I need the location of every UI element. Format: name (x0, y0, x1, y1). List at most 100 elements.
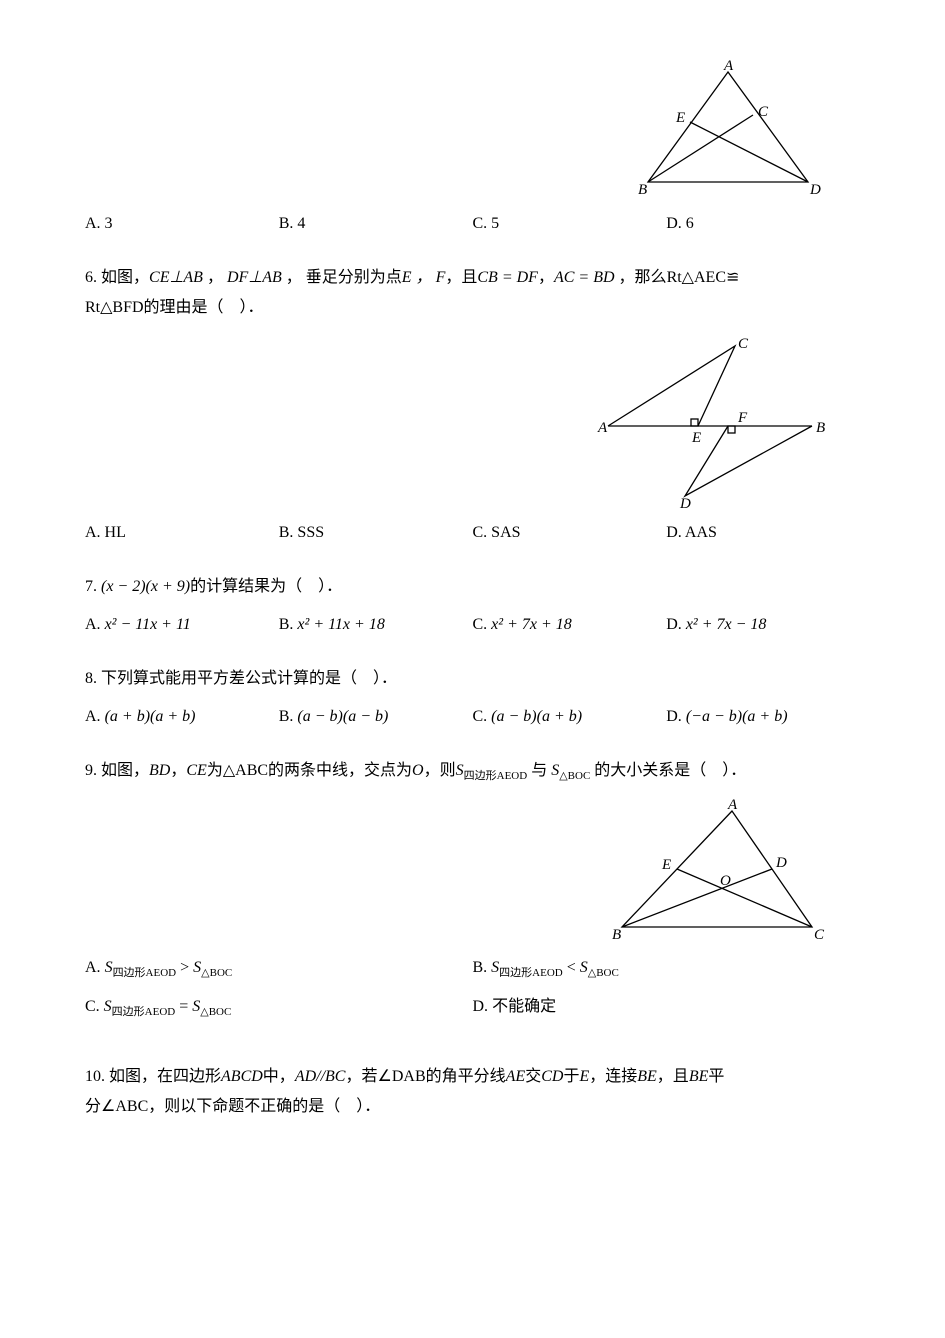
q8-D-pre: D. (666, 708, 686, 725)
q9-tri: △ABC (223, 762, 268, 779)
q10-t7: ，且 (657, 1068, 689, 1085)
q9-label-B: B (612, 927, 621, 943)
q9-B-s1sub: 四边形AEOD (499, 967, 563, 979)
q9-s1s: 四边形AEOD (464, 770, 528, 782)
q9-figure-row: A E D O B C (85, 799, 860, 944)
q5-label-D: D (809, 182, 821, 198)
q8-option-A: A. (a + b)(a + b) (85, 705, 279, 729)
q8: 8. 下列算式能用平方差公式计算的是（ ）． (85, 667, 860, 691)
q10-t8: 平 (708, 1068, 724, 1085)
q10: 10. 如图，在四边形ABCD中，AD//BC，若∠DAB的角平分线AE交CD于… (85, 1065, 860, 1119)
q10-num: 10. 如图，在四边形 (85, 1068, 221, 1085)
q9-options: A. S四边形AEOD > S△BOC B. S四边形AEOD < S△BOC … (85, 956, 860, 1035)
q9-A-s1sub: 四边形AEOD (113, 967, 177, 979)
q6-s2: ， (538, 269, 554, 286)
q6-rt1: Rt△AEC≌ (667, 269, 740, 286)
q8-option-C: C. (a − b)(a + b) (473, 705, 667, 729)
q9-B-s2sub: △BOC (588, 967, 619, 979)
q9-A-s1: S (105, 959, 113, 976)
q10-l2a: 分 (85, 1098, 101, 1115)
q9: 9. 如图，BD，CE为△ABC的两条中线，交点为O，则S四边形AEOD 与 S… (85, 759, 860, 785)
q6-label-D: D (679, 496, 691, 509)
q9-label-D: D (775, 855, 787, 871)
q7-options: A. x² − 11x + 11 B. x² + 11x + 18 C. x² … (85, 613, 860, 637)
q8-options: A. (a + b)(a + b) B. (a − b)(a − b) C. (… (85, 705, 860, 729)
q6-text: 6. 如图，CE⊥AB ， DF⊥AB ， 垂足分别为点E ， F，且CB = … (85, 266, 860, 290)
q5-options: A. 3 B. 4 C. 5 D. 6 (85, 212, 860, 236)
q6-options: A. HL B. SSS C. SAS D. AAS (85, 521, 860, 545)
q6-label-A: A (597, 420, 608, 436)
q8-B-expr: (a − b)(a − b) (297, 708, 388, 725)
q6-line2: Rt△BFD的理由是（ ）． (85, 296, 860, 320)
q9-A-s2sub: △BOC (201, 967, 232, 979)
q10-abc: ∠ABC (101, 1098, 148, 1115)
q9-D-text: 不能确定 (492, 998, 556, 1015)
q8-C-expr: (a − b)(a + b) (491, 708, 582, 725)
q10-cd: CD (541, 1068, 563, 1085)
q9-m1: 为 (207, 762, 223, 779)
q7-option-D: D. x² + 7x − 18 (666, 613, 860, 637)
q9-C-s1: S (104, 998, 112, 1015)
q5-label-C: C (758, 104, 769, 120)
q10-dab: ∠DAB (378, 1068, 426, 1085)
q9-figure: A E D O B C (600, 799, 830, 944)
q9-C-pre: C. (85, 998, 104, 1015)
q6-option-B: B. SSS (279, 521, 473, 545)
q7-A-pre: A. (85, 616, 105, 633)
q10-t6: ，连接 (589, 1068, 637, 1085)
q8-D-expr: (−a − b)(a + b) (686, 708, 788, 725)
q7-num: 7. (85, 578, 101, 595)
q8-A-pre: A. (85, 708, 105, 725)
q6-s1: ， (203, 269, 227, 286)
q9-label-A: A (727, 799, 738, 813)
q9-A-pre: A. (85, 959, 105, 976)
q6-cbdf: CB = DF (477, 269, 538, 286)
q9-D-pre: D. (473, 998, 493, 1015)
q8-option-D: D. (−a − b)(a + b) (666, 705, 860, 729)
q10-ae: AE (506, 1068, 526, 1085)
q6-figure-row: C A E F B D (85, 334, 860, 509)
q9-sep1: ， (170, 762, 186, 779)
q10-be2: BE (689, 1068, 709, 1085)
q9-option-B: B. S四边形AEOD < S△BOC (473, 956, 861, 982)
q8-option-B: B. (a − b)(a − b) (279, 705, 473, 729)
q9-C-s2sub: △BOC (200, 1007, 231, 1019)
q7-option-B: B. x² + 11x + 18 (279, 613, 473, 637)
q10-t1: 中， (263, 1068, 295, 1085)
q7-expr: (x − 2)(x + 9) (101, 578, 190, 595)
q10-l2b: ，则以下命题不正确的是（ ）． (148, 1098, 380, 1115)
q6-ef: E ， F (402, 269, 446, 286)
q6-t2: ， 垂足分别为点 (282, 269, 402, 286)
q9-tail: 的大小关系是（ ）． (590, 762, 746, 779)
q9-num: 9. 如图， (85, 762, 149, 779)
q6-t1: 6. 如图， (85, 269, 149, 286)
q9-B-rel: < (563, 959, 580, 976)
q9-option-C: C. S四边形AEOD = S△BOC (85, 995, 473, 1021)
q6-label-E: E (691, 430, 701, 446)
q6-label-F: F (737, 410, 748, 426)
q9-option-A: A. S四边形AEOD > S△BOC (85, 956, 473, 982)
q9-bd: BD (149, 762, 170, 779)
q10-t2: ，若 (345, 1068, 377, 1085)
q6-t3: ，且 (445, 269, 477, 286)
q7-D-pre: D. (666, 616, 686, 633)
q10-t3: 的角平分线 (426, 1068, 506, 1085)
q5-option-D: D. 6 (666, 212, 860, 236)
q7-tail: 的计算结果为（ ）． (190, 578, 342, 595)
q6-option-C: C. SAS (473, 521, 667, 545)
q5-option-A: A. 3 (85, 212, 279, 236)
q9-A-s2: S (193, 959, 201, 976)
q6: 6. 如图，CE⊥AB ， DF⊥AB ， 垂足分别为点E ， F，且CB = … (85, 266, 860, 320)
q10-line1: 10. 如图，在四边形ABCD中，AD//BC，若∠DAB的角平分线AE交CD于… (85, 1065, 860, 1089)
q9-B-s1: S (491, 959, 499, 976)
q5-option-C: C. 5 (473, 212, 667, 236)
q5-label-B: B (638, 182, 647, 198)
q8-A-expr: (a + b)(a + b) (105, 708, 196, 725)
q9-s2p: S (551, 762, 559, 779)
q9-text: 9. 如图，BD，CE为△ABC的两条中线，交点为O，则S四边形AEOD 与 S… (85, 759, 860, 785)
q9-B-pre: B. (473, 959, 492, 976)
q8-text: 8. 下列算式能用平方差公式计算的是（ ）． (85, 667, 860, 691)
q10-be: BE (637, 1068, 657, 1085)
q7-option-C: C. x² + 7x + 18 (473, 613, 667, 637)
q7-B-pre: B. (279, 616, 298, 633)
